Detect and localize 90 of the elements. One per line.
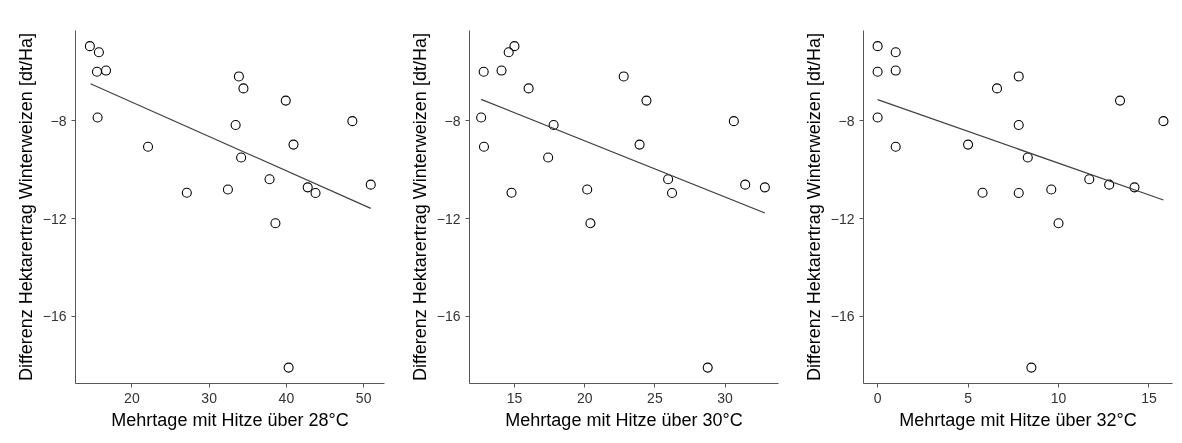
- point: [181, 187, 192, 198]
- y-tick-label: −8: [50, 112, 67, 129]
- point: [759, 182, 770, 193]
- point: [702, 362, 713, 373]
- x-axis-title: Mehrtage mit Hitze über 28°C: [111, 409, 349, 430]
- point: [1046, 184, 1057, 195]
- point: [641, 95, 652, 106]
- x-axis-title: Mehrtage mit Hitze über 30°C: [505, 409, 743, 430]
- y-axis-title: Differenz Hektarertrag Winterweizen [dt/Ha]: [15, 33, 36, 381]
- point: [506, 187, 517, 198]
- point: [523, 83, 534, 94]
- point: [872, 112, 883, 123]
- point: [1053, 218, 1064, 229]
- point: [1104, 179, 1115, 190]
- x-tick-label: 20: [124, 389, 140, 406]
- point: [280, 95, 291, 106]
- point: [496, 65, 507, 76]
- point: [890, 141, 901, 152]
- x-tick-label: 10: [1050, 389, 1067, 406]
- point: [84, 41, 95, 52]
- point: [1158, 116, 1169, 127]
- point: [1026, 362, 1037, 373]
- point: [1022, 152, 1033, 163]
- point: [92, 112, 103, 123]
- point: [740, 179, 751, 190]
- point: [634, 139, 645, 150]
- y-tick-label: −16: [42, 308, 67, 325]
- point: [236, 152, 247, 163]
- x-tick-label: 25: [647, 389, 663, 406]
- point: [100, 65, 112, 76]
- point: [283, 362, 294, 373]
- x-tick-label: 30: [717, 389, 734, 406]
- x-axis-title: Mehrtage mit Hitze über 32°C: [899, 409, 1137, 430]
- point: [222, 184, 233, 195]
- point: [963, 139, 974, 150]
- point: [142, 141, 154, 152]
- point: [991, 83, 1003, 94]
- x-tick-label: 0: [873, 389, 882, 406]
- y-tick-label: −8: [444, 112, 461, 129]
- point: [478, 141, 490, 152]
- y-tick-label: −16: [830, 308, 855, 325]
- point: [478, 66, 489, 77]
- point: [233, 71, 244, 82]
- point: [310, 187, 321, 198]
- y-tick-label: −8: [838, 112, 855, 129]
- point: [618, 71, 629, 82]
- point: [476, 112, 487, 123]
- point: [238, 83, 249, 94]
- point: [1013, 71, 1024, 82]
- y-axis-title: Differenz Hektarertrag Winterweizen [dt/Ha]: [803, 33, 824, 381]
- point: [666, 187, 678, 198]
- point: [230, 120, 241, 131]
- point: [872, 66, 883, 77]
- point: [91, 66, 103, 77]
- point: [288, 139, 299, 150]
- point: [890, 65, 901, 76]
- y-tick-label: −12: [830, 210, 855, 227]
- point: [270, 218, 281, 229]
- x-tick-label: 40: [278, 389, 295, 406]
- point: [1129, 182, 1140, 193]
- point: [1114, 95, 1126, 106]
- point: [1084, 174, 1095, 185]
- point: [1013, 187, 1024, 198]
- point: [872, 41, 883, 52]
- point: [585, 218, 596, 229]
- x-tick-label: 15: [506, 389, 523, 406]
- point: [728, 116, 739, 127]
- y-axis-title: Differenz Hektarertrag Winterweizen [dt/Ha]: [409, 33, 430, 381]
- point: [543, 152, 554, 163]
- x-tick-label: 20: [576, 389, 593, 406]
- point: [582, 184, 593, 195]
- x-tick-label: 50: [355, 389, 372, 406]
- y-tick-label: −12: [436, 210, 461, 227]
- point: [977, 187, 988, 198]
- point: [93, 47, 104, 58]
- point: [365, 179, 376, 190]
- y-tick-label: −16: [436, 308, 461, 325]
- y-tick-label: −12: [42, 210, 67, 227]
- point: [663, 174, 674, 185]
- point: [302, 182, 313, 193]
- point: [1013, 120, 1024, 131]
- x-tick-label: 5: [964, 389, 973, 406]
- point: [890, 47, 901, 58]
- point: [503, 47, 514, 58]
- x-tick-label: 15: [1141, 389, 1157, 406]
- point: [548, 120, 559, 131]
- point: [264, 174, 275, 185]
- point: [347, 116, 358, 127]
- point: [509, 41, 520, 52]
- x-tick-label: 30: [201, 389, 218, 406]
